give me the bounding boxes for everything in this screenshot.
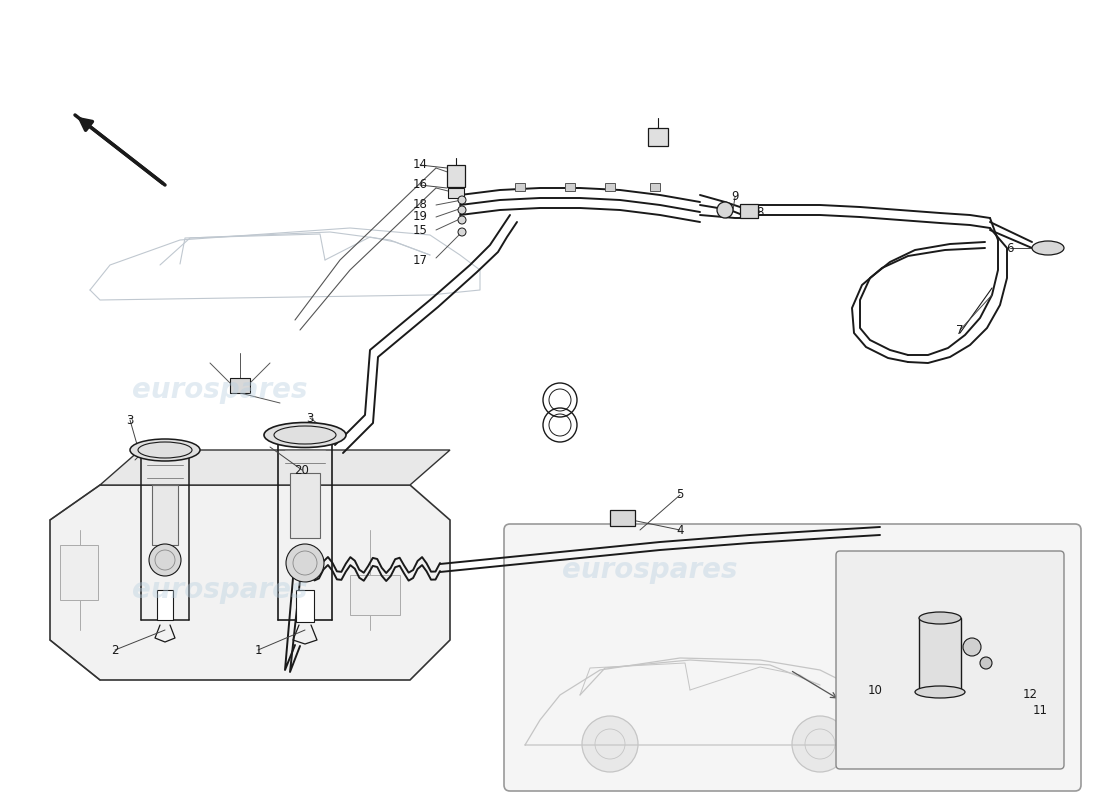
Bar (650, 183, 660, 191)
Ellipse shape (1032, 241, 1064, 255)
Bar (60, 545, 98, 600)
Circle shape (962, 638, 981, 656)
Ellipse shape (915, 686, 965, 698)
Text: 3: 3 (126, 414, 134, 426)
Bar (918, 618, 961, 693)
Circle shape (792, 716, 848, 772)
Text: 7: 7 (956, 323, 964, 337)
Ellipse shape (264, 422, 346, 447)
Circle shape (458, 196, 466, 204)
Circle shape (458, 206, 466, 214)
Text: eurospares: eurospares (132, 376, 308, 404)
Circle shape (980, 657, 992, 669)
Text: 13: 13 (652, 129, 668, 142)
Text: 19: 19 (412, 210, 428, 223)
Ellipse shape (130, 439, 200, 461)
Circle shape (582, 716, 638, 772)
Bar (350, 575, 400, 615)
Circle shape (286, 544, 324, 582)
Text: 5: 5 (676, 489, 684, 502)
Bar (296, 590, 314, 622)
Text: 3: 3 (306, 411, 313, 425)
Bar (152, 485, 178, 545)
Bar (648, 128, 668, 146)
Text: 14: 14 (412, 158, 428, 171)
Bar (740, 204, 758, 218)
Polygon shape (50, 485, 450, 680)
Text: 20: 20 (295, 463, 309, 477)
Polygon shape (100, 450, 450, 485)
Text: 18: 18 (412, 198, 428, 211)
Ellipse shape (918, 612, 961, 624)
Text: 1: 1 (254, 643, 262, 657)
Circle shape (458, 216, 466, 224)
Bar (565, 183, 575, 191)
Text: 9: 9 (732, 190, 739, 203)
Bar (448, 188, 464, 198)
Text: 4: 4 (676, 523, 684, 537)
Text: 12: 12 (1023, 689, 1037, 702)
Circle shape (148, 544, 182, 576)
Bar (447, 165, 465, 187)
Text: eurospares: eurospares (132, 576, 308, 604)
Text: 15: 15 (412, 223, 428, 237)
Bar (230, 378, 250, 393)
Text: 17: 17 (412, 254, 428, 266)
Text: 20: 20 (138, 443, 153, 457)
Circle shape (717, 202, 733, 218)
Text: 16: 16 (412, 178, 428, 191)
Text: 2: 2 (111, 643, 119, 657)
Text: 6: 6 (1006, 242, 1014, 254)
Bar (515, 183, 525, 191)
Bar (610, 510, 635, 526)
FancyBboxPatch shape (504, 524, 1081, 791)
Text: 11: 11 (1033, 703, 1047, 717)
Bar (605, 183, 615, 191)
Bar (290, 473, 320, 538)
Text: eurospares: eurospares (562, 556, 738, 584)
Text: 10: 10 (868, 683, 882, 697)
Circle shape (458, 228, 466, 236)
Text: 8: 8 (757, 206, 763, 218)
FancyBboxPatch shape (836, 551, 1064, 769)
Bar (157, 590, 173, 620)
